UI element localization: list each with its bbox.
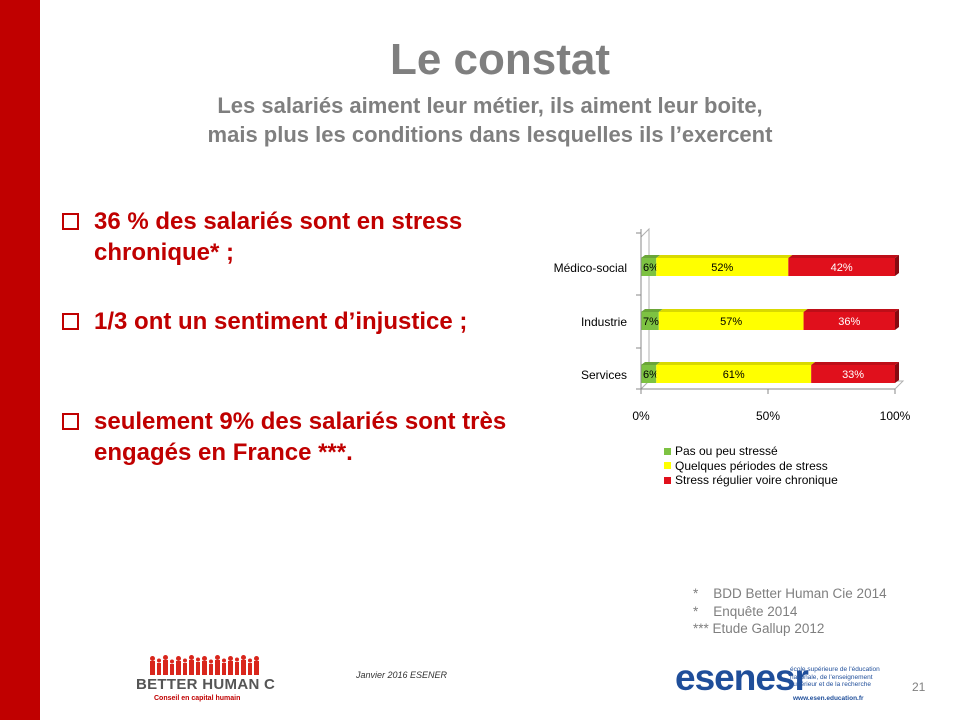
legend-label: Pas ou peu stressé (675, 444, 778, 458)
bar-end-face (895, 362, 899, 383)
data-label: 33% (842, 369, 864, 381)
data-label: 52% (711, 262, 733, 274)
bar-segment (656, 365, 812, 383)
bullet-text-line: engagés en France ***. (94, 439, 353, 467)
legend-entry: Stress régulier voire chronique (664, 473, 838, 488)
bullet-text-line: 36 % des salariés sont en stress (94, 208, 463, 235)
chart-legend: Pas ou peu stressé Quelques périodes de s… (664, 444, 838, 488)
stress-bar-chart: 6% 52% 42% Médico-social 7% 57% 36% Industrie 6%… (520, 215, 940, 515)
bullet-text-line: 1/3 ont un sentiment d’injustice ; (94, 308, 468, 335)
bullet-stress: 36 % des salariés sont en stress chroniq… (62, 206, 462, 268)
bar-segment (641, 312, 659, 330)
legend-swatch (664, 447, 671, 455)
category-label: Services (581, 368, 627, 382)
better-human-name: BETTER HUMAN C (136, 676, 276, 693)
bar-top-face (641, 309, 663, 312)
data-label: 36% (838, 316, 860, 328)
bar-top-face (656, 362, 816, 365)
page-number: 21 (912, 680, 926, 694)
source-line: * Enquête 2014 (693, 603, 798, 619)
bar-top-face (811, 362, 899, 365)
bar-end-face (895, 309, 899, 330)
bar-segment (811, 365, 895, 383)
bar-end-face (895, 255, 899, 276)
bullet-engagement: seulement 9% des salariés sont très enga… (62, 406, 506, 468)
bar-top-face (658, 309, 808, 312)
bar-top-face (641, 255, 661, 258)
source-line: * BDD Better Human Cie 2014 (693, 586, 887, 601)
x-tick-label: 100% (880, 409, 911, 423)
bar-top-face (803, 309, 899, 312)
bar-segment (656, 258, 789, 276)
esen-url: www.esen.education.fr (793, 695, 864, 702)
source-line: *** Etude Gallup 2012 (693, 621, 825, 636)
crowd-silhouette-icon (150, 655, 259, 675)
legend-entry: Pas ou peu stressé (664, 444, 838, 459)
esen-description: école supérieure de l'éducation national… (790, 666, 880, 688)
footer-date: Janvier 2016 ESENER (356, 670, 448, 680)
legend-label: Quelques périodes de stress (675, 458, 828, 473)
subtitle-line-1: Les salariés aiment leur métier, ils aim… (217, 93, 763, 118)
checkbox-bullet-icon (62, 213, 79, 230)
bar-segment (803, 312, 895, 330)
bar-segment (658, 312, 804, 330)
x-tick-label: 50% (756, 409, 780, 423)
legend-label: Stress régulier voire chronique (675, 473, 838, 487)
chart-svg: 6% 52% 42% Médico-social 7% 57% 36% Industrie 6%… (554, 227, 911, 423)
data-label: 7% (643, 316, 659, 328)
bar-segment (641, 365, 657, 383)
slide-subtitle: Les salariés aiment leur métier, ils aim… (40, 92, 940, 149)
bar-top-face (788, 255, 899, 258)
esen-logo: esenesr école supérieure de l'éducation … (675, 657, 880, 708)
legend-entry: Quelques périodes de stress (664, 459, 838, 474)
bullet-text-line: seulement 9% des salariés sont très (94, 408, 507, 435)
checkbox-bullet-icon (62, 313, 79, 330)
checkbox-bullet-icon (62, 413, 79, 430)
bar-segment (788, 258, 895, 276)
data-label: 57% (720, 316, 742, 328)
slide-title: Le constat (389, 35, 611, 84)
better-human-tagline: Conseil en capital humain (154, 695, 241, 702)
data-label: 42% (831, 262, 853, 274)
left-accent-band (0, 0, 40, 720)
data-label: 6% (643, 369, 659, 381)
sources-list: * BDD Better Human Cie 2014 * Enquête 20… (693, 585, 887, 638)
data-label: 61% (723, 369, 745, 381)
legend-swatch (664, 462, 671, 470)
x-tick-label: 0% (632, 409, 650, 423)
bar-top-face (656, 255, 793, 258)
data-label: 6% (643, 262, 659, 274)
bar-top-face (641, 362, 661, 365)
bar-segment (641, 258, 657, 276)
esen-name: esenesr (675, 657, 809, 698)
better-human-logo: BETTER HUMAN C Conseil en capital humain (136, 655, 276, 705)
bullet-text-line: chronique* ; (94, 239, 235, 267)
legend-swatch (664, 476, 671, 484)
subtitle-line-2: mais plus les conditions dans lesquelles… (207, 121, 773, 147)
category-label: Industrie (581, 315, 627, 329)
bullet-injustice: 1/3 ont un sentiment d’injustice ; (62, 306, 467, 337)
category-label: Médico-social (554, 261, 627, 275)
